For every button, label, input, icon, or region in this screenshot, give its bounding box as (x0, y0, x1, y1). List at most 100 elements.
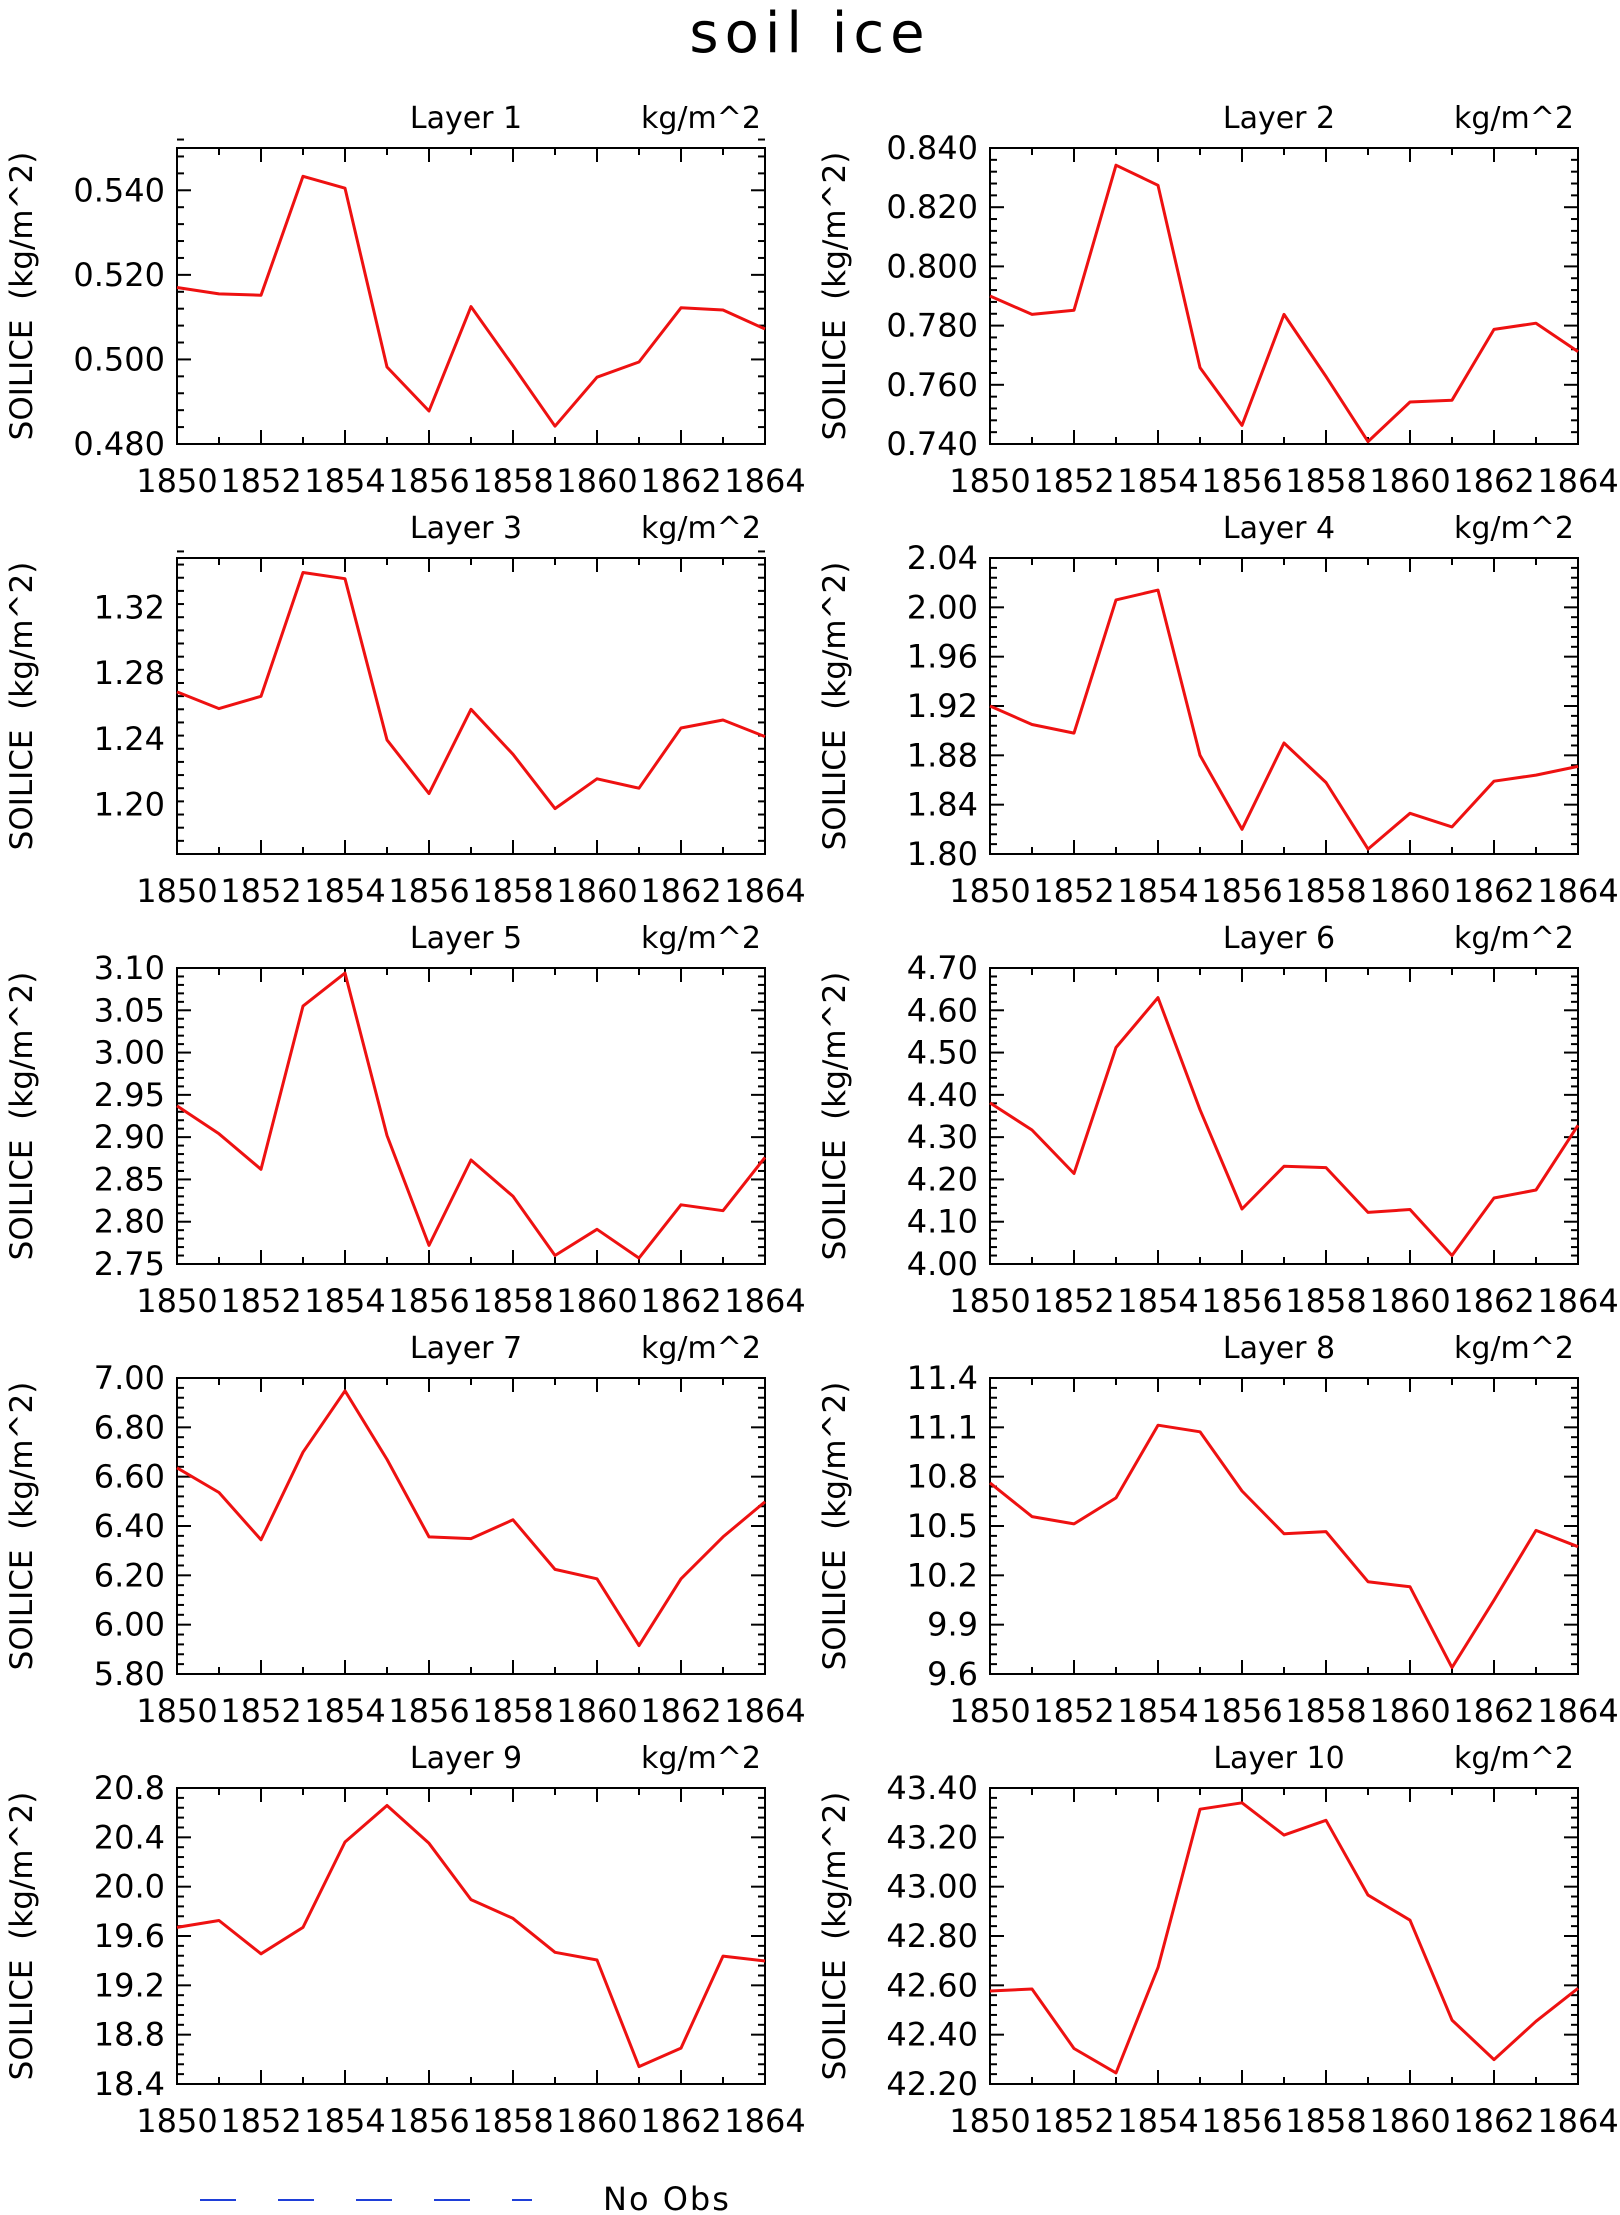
layer-3-ytick-label: 1.24 (94, 720, 165, 758)
layer-8-ytick-label: 11.4 (907, 1359, 978, 1397)
layer-4-ytick-label: 1.92 (907, 687, 978, 725)
layer-5-xtick-label: 1852 (220, 1282, 301, 1320)
layer-3-xtick-label: 1864 (724, 872, 805, 910)
layer-7-ytick-label: 6.60 (94, 1458, 165, 1496)
layer-10-ytick-label: 43.00 (886, 1868, 978, 1906)
layer-10-ytick-label: 42.60 (886, 1966, 978, 2004)
layer-6-ytick-label: 4.50 (907, 1034, 978, 1072)
layer-9-xtick-label: 1862 (640, 2102, 721, 2140)
layer-1-ytick-label: 0.500 (73, 340, 165, 378)
layer-5-xtick-label: 1854 (304, 1282, 385, 1320)
layer-6-ylabel: SOILICE (kg/m^2) (817, 972, 853, 1261)
layer-4-ytick-label: 2.04 (907, 539, 978, 577)
layer-3-units: kg/m^2 (641, 511, 761, 546)
layer-9-xtick-label: 1864 (724, 2102, 805, 2140)
layer-6-panel: 1850 1852 1854 1856 1858 1860 1862 1864 4.00 4.10… (817, 921, 1619, 1320)
layer-10-units: kg/m^2 (1454, 1741, 1574, 1776)
layer-7-plot-frame (176, 1377, 766, 1675)
layer-5-ytick-label: 2.75 (94, 1245, 165, 1283)
layer-5-ytick-label: 2.80 (94, 1203, 165, 1241)
layer-7-xtick-label: 1850 (136, 1692, 217, 1730)
layer-1-xtick-label: 1854 (304, 462, 385, 500)
layer-2-xtick-label: 1860 (1369, 462, 1450, 500)
layer-1-ylabel: SOILICE (kg/m^2) (4, 152, 40, 441)
layer-7-xtick-label: 1860 (556, 1692, 637, 1730)
layer-5-units: kg/m^2 (641, 921, 761, 956)
layer-5-xtick-label: 1850 (136, 1282, 217, 1320)
layer-10-ytick-label: 42.80 (886, 1917, 978, 1955)
layer-5-panel: 1850 1852 1854 1856 1858 1860 1862 1864 2.75 2.80… (4, 921, 806, 1320)
layer-9-series-line (176, 1804, 766, 2069)
layer-5-ytick-label: 2.85 (94, 1160, 165, 1198)
layer-10-xtick-label: 1864 (1537, 2102, 1618, 2140)
layer-10-xtick-label: 1852 (1033, 2102, 1114, 2140)
layer-10-title: Layer 10 (1213, 1741, 1344, 1776)
layer-2-xtick-label: 1864 (1537, 462, 1618, 500)
layer-4-panel: 1850 1852 1854 1856 1858 1860 1862 1864 1.80 1.84… (817, 511, 1619, 910)
layer-3-xtick-label: 1860 (556, 872, 637, 910)
layer-8-xtick-label: 1862 (1453, 1692, 1534, 1730)
layer-4-ytick-label: 1.84 (907, 786, 978, 824)
legend-no-obs-label: No Obs (603, 2180, 731, 2215)
layer-3-xtick-label: 1852 (220, 872, 301, 910)
layer-1-ytick-label: 0.480 (73, 425, 165, 463)
layer-4-ytick-label: 1.80 (907, 835, 978, 873)
layer-9-ytick-label: 18.8 (94, 2016, 165, 2054)
layer-7-title: Layer 7 (410, 1331, 522, 1366)
layer-8-panel: 1850 1852 1854 1856 1858 1860 1862 1864 9.6 9.9 10… (817, 1331, 1619, 1730)
layer-4-xtick-label: 1850 (949, 872, 1030, 910)
layer-4-xtick-label: 1858 (1285, 872, 1366, 910)
layer-8-xtick-label: 1850 (949, 1692, 1030, 1730)
layer-10-ytick-label: 43.20 (886, 1818, 978, 1856)
layer-7-ytick-label: 6.80 (94, 1408, 165, 1446)
layer-5-xtick-label: 1860 (556, 1282, 637, 1320)
layer-4-xtick-label: 1852 (1033, 872, 1114, 910)
layer-8-xtick-label: 1858 (1285, 1692, 1366, 1730)
layer-2-xtick-label: 1862 (1453, 462, 1534, 500)
layer-2-xtick-label: 1854 (1117, 462, 1198, 500)
layer-9-ytick-label: 20.0 (94, 1868, 165, 1906)
layer-3-series-line (176, 571, 766, 811)
layer-4-series-line (989, 588, 1579, 851)
layer-2-ytick-label: 0.740 (886, 425, 978, 463)
layer-4-plot-frame (989, 557, 1579, 855)
layer-6-ytick-label: 4.40 (907, 1076, 978, 1114)
layer-8-ylabel: SOILICE (kg/m^2) (817, 1382, 853, 1671)
layer-9-ylabel: SOILICE (kg/m^2) (4, 1792, 40, 2081)
layer-6-ytick-label: 4.10 (907, 1203, 978, 1241)
layer-2-xtick-label: 1858 (1285, 462, 1366, 500)
layer-10-ylabel: SOILICE (kg/m^2) (817, 1792, 853, 2081)
layer-3-ytick-label: 1.32 (94, 588, 165, 626)
layer-1-ytick-label: 0.520 (73, 256, 165, 294)
layer-5-xtick-label: 1858 (472, 1282, 553, 1320)
layer-2-ytick-label: 0.800 (886, 247, 978, 285)
layer-9-panel: 1850 1852 1854 1856 1858 1860 1862 1864 18.4 18.8… (4, 1741, 806, 2140)
panels: 1850 1852 1854 1856 1858 1860 1862 18640.4800.5… (4, 101, 1619, 2140)
layer-7-xtick-label: 1852 (220, 1692, 301, 1730)
layer-9-xtick-label: 1856 (388, 2102, 469, 2140)
layer-10-xtick-label: 1850 (949, 2102, 1030, 2140)
layer-4-ytick-label: 2.00 (907, 588, 978, 626)
layer-7-ytick-label: 6.20 (94, 1556, 165, 1594)
layer-3-xtick-label: 1856 (388, 872, 469, 910)
layer-7-ylabel: SOILICE (kg/m^2) (4, 1382, 40, 1671)
layer-8-plot-frame (989, 1377, 1579, 1675)
layer-3-panel: 1850 1852 1854 1856 1858 1860 1862 1864 1.20 1.24… (4, 511, 806, 910)
layer-5-plot-frame (176, 967, 766, 1265)
figure-title: soil ice (689, 1, 930, 66)
layer-9-xtick-label: 1858 (472, 2102, 553, 2140)
layer-7-ytick-label: 6.40 (94, 1507, 165, 1545)
layer-7-xtick-label: 1864 (724, 1692, 805, 1730)
layer-5-ytick-label: 3.00 (94, 1034, 165, 1072)
layer-4-ylabel: SOILICE (kg/m^2) (817, 562, 853, 851)
layer-2-ytick-label: 0.760 (886, 366, 978, 404)
layer-7-panel: 1850 1852 1854 1856 1858 1860 1862 1864 5.80 6.00… (4, 1331, 806, 1730)
layer-1-xtick-label: 1856 (388, 462, 469, 500)
layer-6-xtick-label: 1858 (1285, 1282, 1366, 1320)
layer-2-xtick-label: 1850 (949, 462, 1030, 500)
layer-5-ytick-label: 3.05 (94, 991, 165, 1029)
layer-1-plot-frame (176, 147, 766, 445)
layer-2-xtick-label: 1852 (1033, 462, 1114, 500)
layer-8-ytick-label: 10.5 (907, 1507, 978, 1545)
